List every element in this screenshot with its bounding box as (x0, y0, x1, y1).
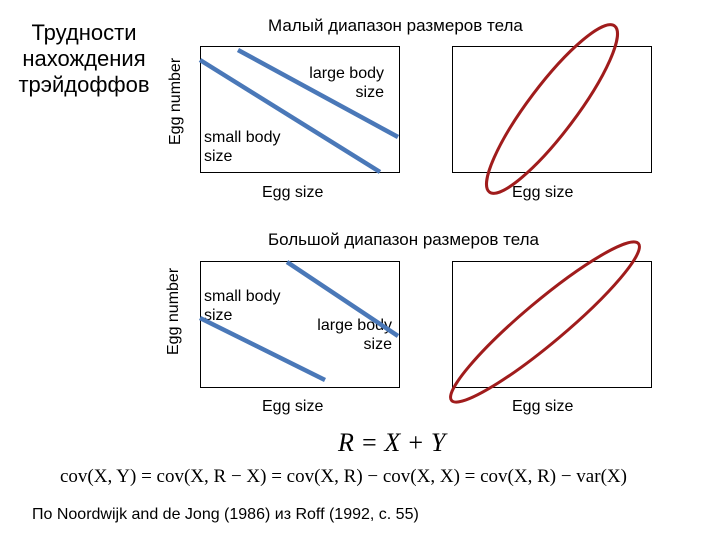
bottom-row-title: Большой диапазон размеров тела (268, 230, 540, 249)
bottom-left-small-body-label: small body size (204, 288, 281, 324)
bottom-right-xlabel: Egg size (512, 398, 574, 415)
bottom-right-plot-frame (452, 261, 652, 388)
formula-covariance: cov(X, Y) = cov(X, R − X) = cov(X, R) − … (60, 466, 627, 487)
top-right-plot-frame (452, 46, 652, 173)
slide-title: Трудности нахождения трэйдоффов (18, 20, 150, 97)
bottom-left-xlabel: Egg size (262, 398, 324, 415)
bottom-left-large-body-line (285, 260, 400, 338)
top-left-large-body-line (236, 48, 400, 139)
bottom-left-small-body-line (199, 315, 326, 383)
bottom-left-plot-frame (200, 261, 400, 388)
top-right-ellipse (485, 23, 619, 195)
top-right-xlabel: Egg size (512, 184, 574, 201)
top-left-small-body-line (198, 58, 382, 174)
top-left-large-body-label: large body size (309, 65, 384, 101)
bottom-right-ellipse (449, 240, 641, 404)
source-citation: По Noordwijk and de Jong (1986) из Roff … (32, 506, 419, 523)
top-left-xlabel: Egg size (262, 184, 324, 201)
top-left-plot-frame (200, 46, 400, 173)
top-left-small-body-label: small body size (204, 129, 281, 165)
top-row-title: Малый диапазон размеров тела (268, 16, 523, 35)
formula-r-equals-x-plus-y: R = X + Y (338, 428, 446, 457)
